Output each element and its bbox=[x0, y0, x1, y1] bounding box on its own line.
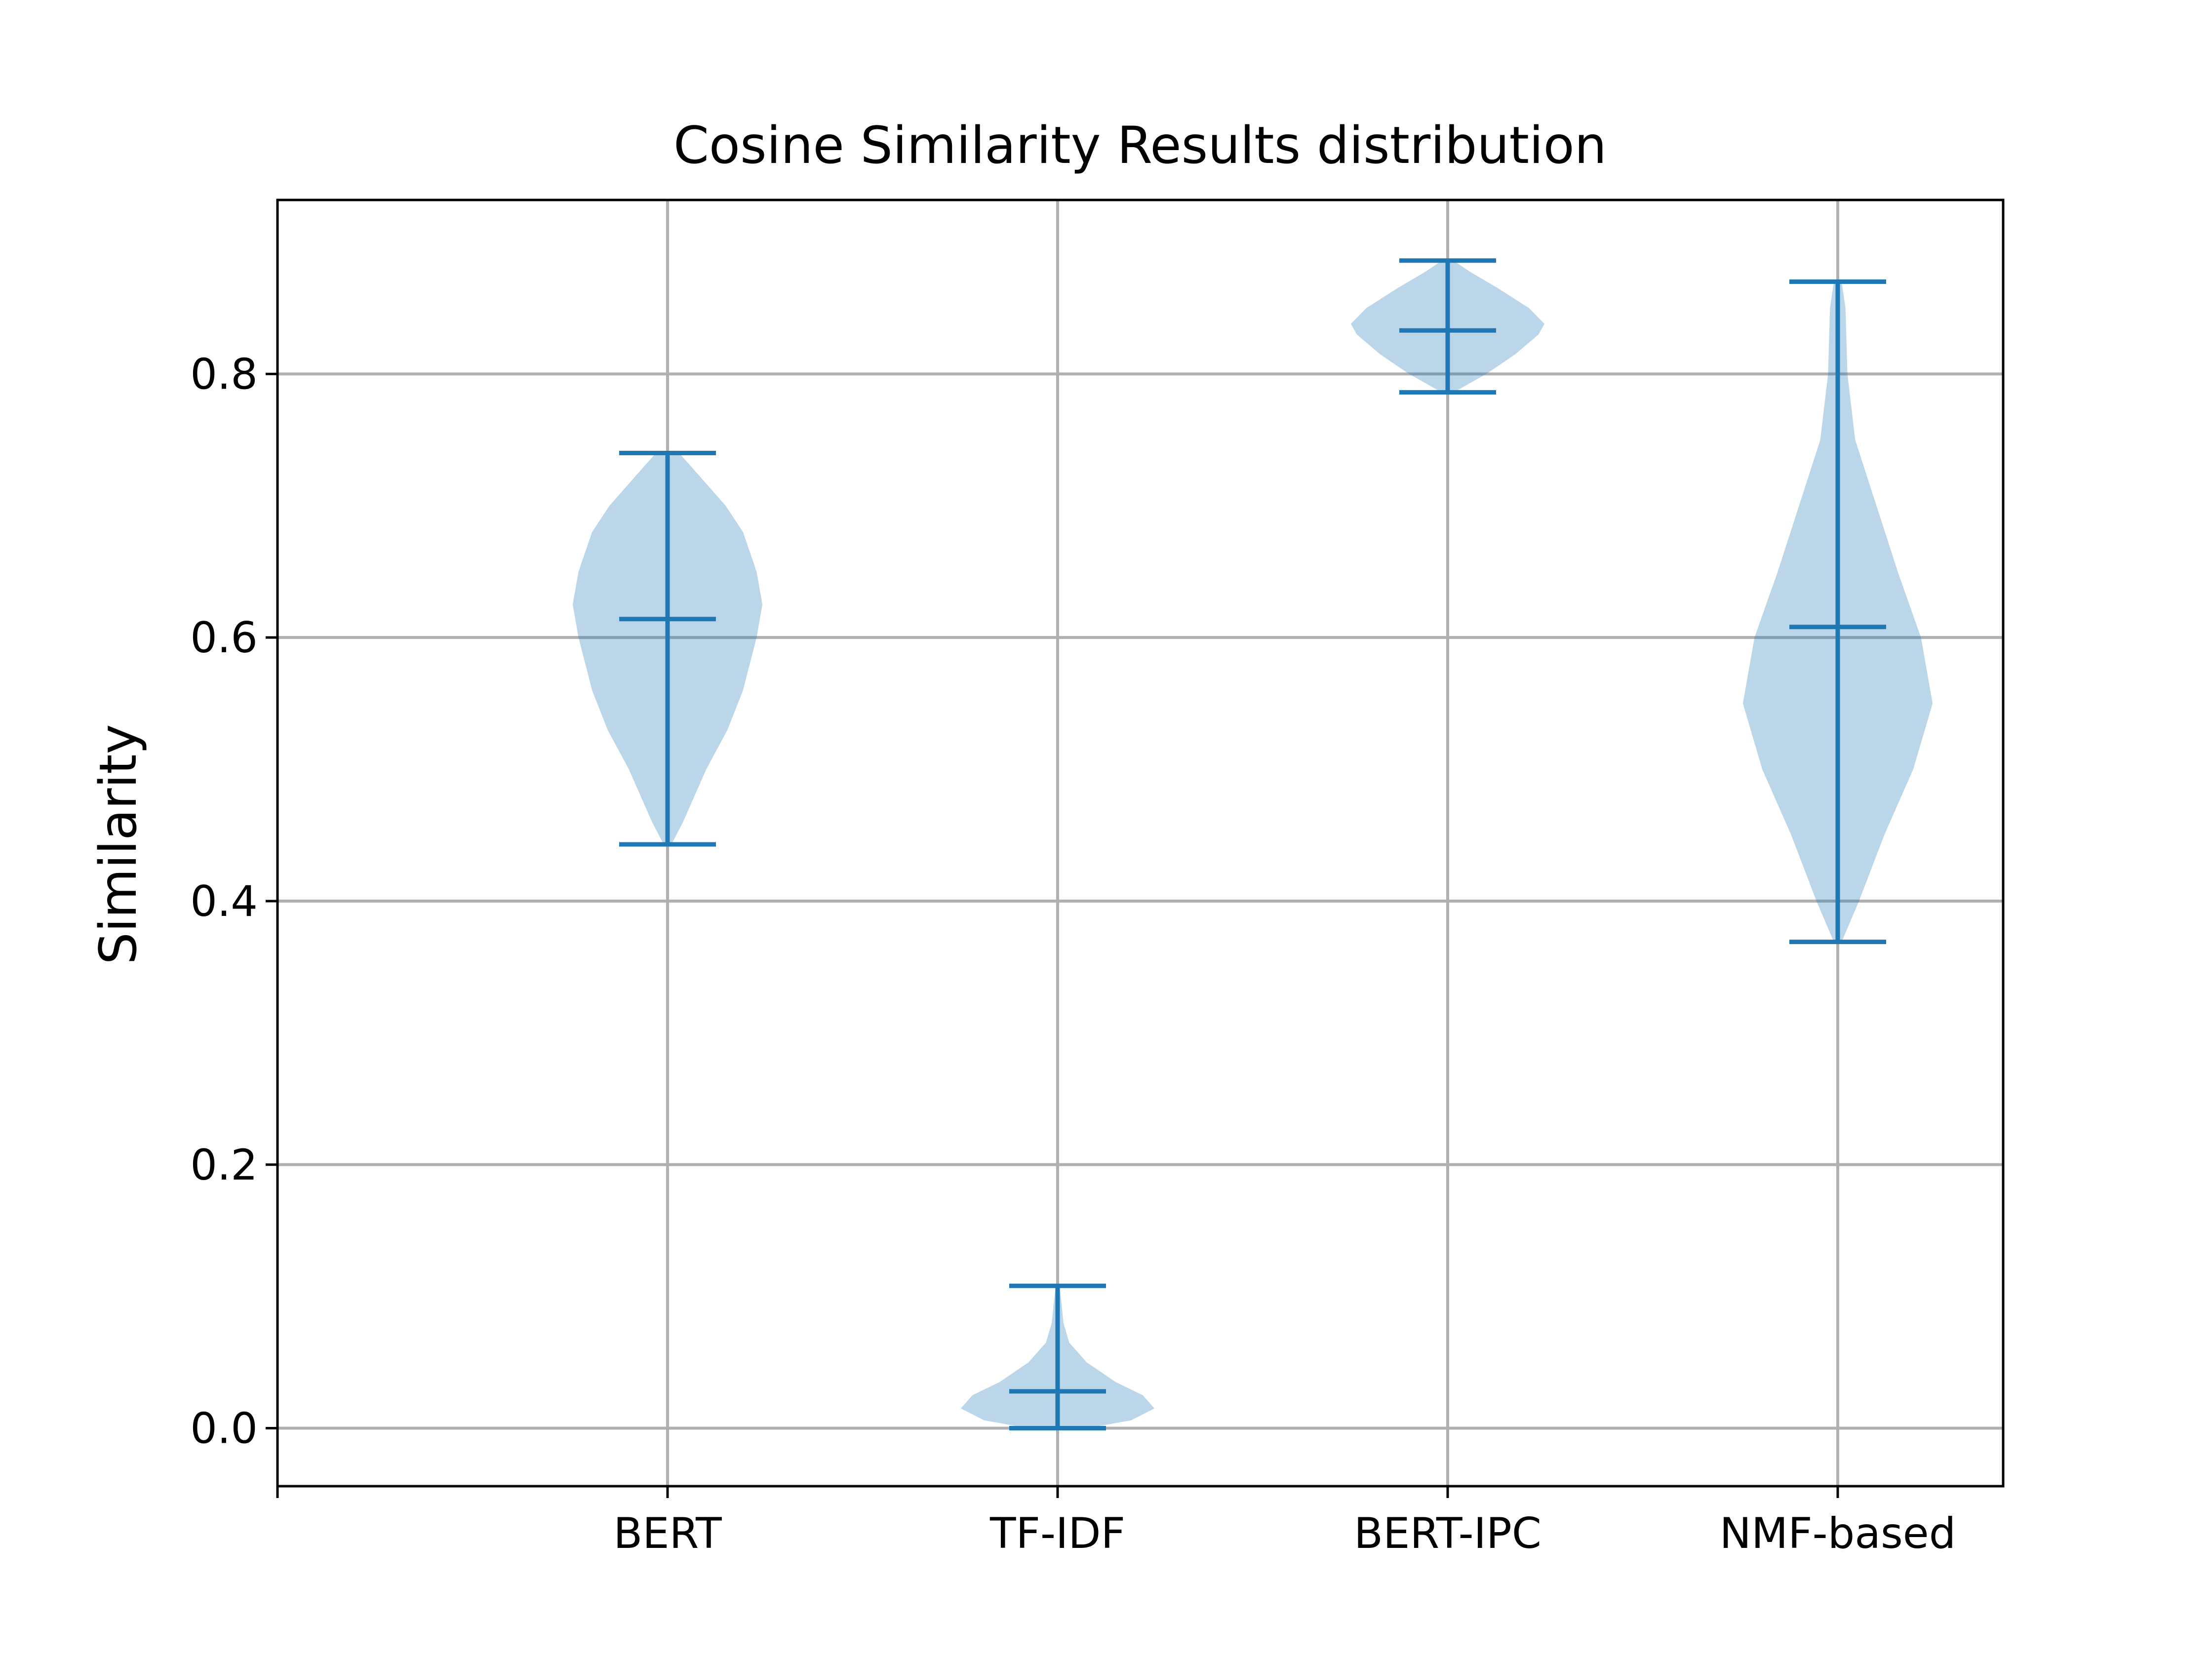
y-gridlines bbox=[277, 374, 2003, 1428]
y-tick-label: 0.4 bbox=[190, 877, 258, 926]
chart-title: Cosine Similarity Results distribution bbox=[673, 116, 1607, 175]
x-tick-label: BERT-IPC bbox=[1354, 1509, 1541, 1558]
plot-frame bbox=[277, 200, 2003, 1486]
x-tick-label: NMF-based bbox=[1720, 1509, 1956, 1558]
x-tick-label: TF-IDF bbox=[989, 1509, 1125, 1558]
y-axis-label: Similarity bbox=[89, 724, 148, 965]
y-tick-label: 0.6 bbox=[190, 613, 258, 663]
y-tick-label: 0.0 bbox=[190, 1404, 258, 1454]
violin-group bbox=[573, 261, 1933, 1428]
y-axis-ticks: 0.0 0.2 0.4 0.6 0.8 bbox=[190, 350, 277, 1453]
x-gridlines bbox=[668, 200, 1838, 1486]
y-tick-label: 0.2 bbox=[190, 1141, 258, 1190]
x-tick-label: BERT bbox=[613, 1509, 722, 1558]
y-tick-label: 0.8 bbox=[190, 350, 258, 399]
x-axis-ticks: BERT TF-IDF BERT-IPC NMF-based bbox=[277, 1486, 1956, 1558]
